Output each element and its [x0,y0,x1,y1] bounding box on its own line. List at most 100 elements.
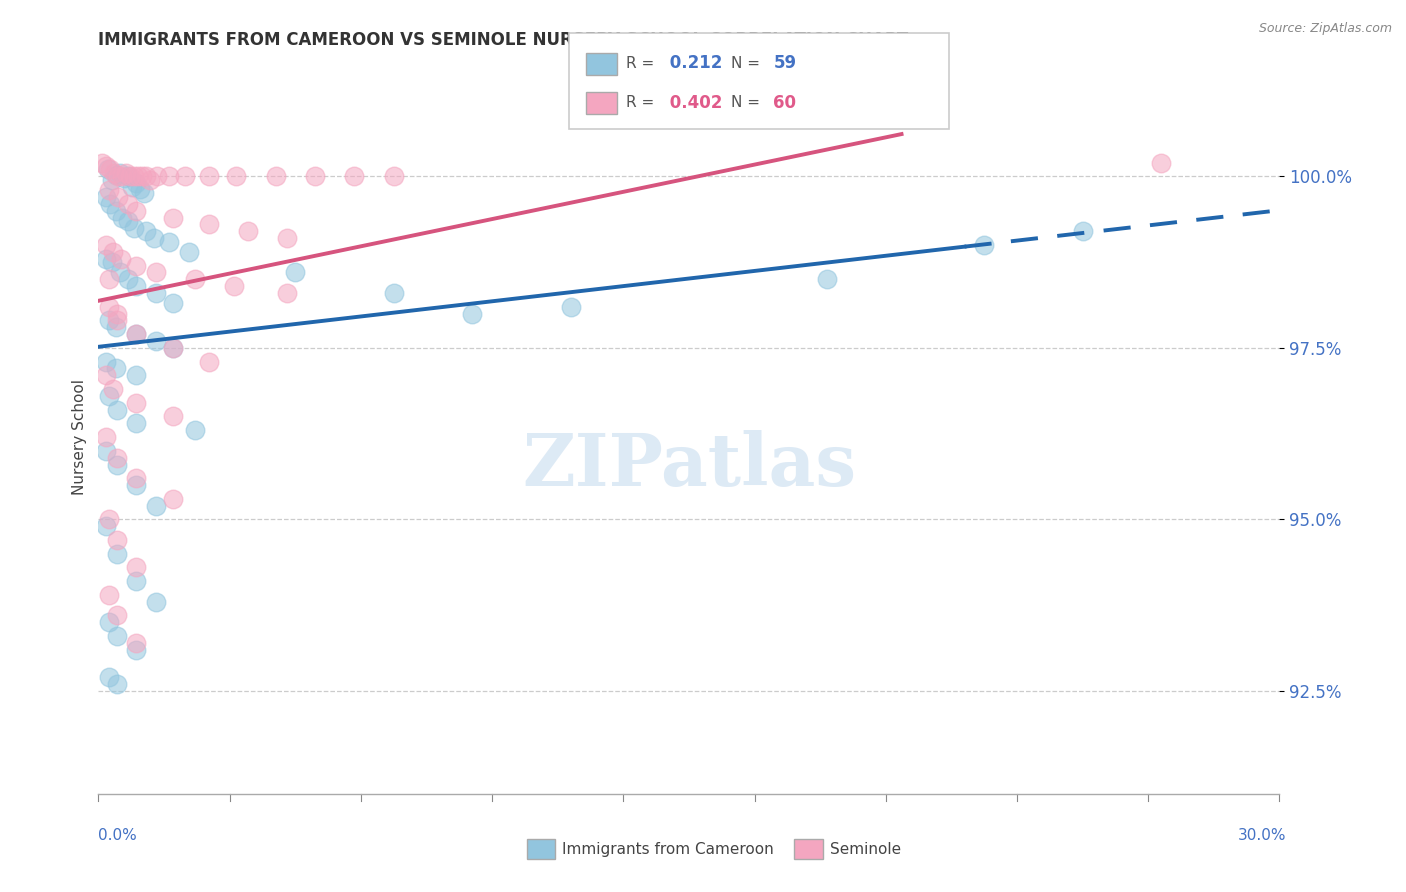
Point [184,423,207,437]
Point [98,162,121,177]
Point [125,327,148,342]
Point [105,313,128,327]
Text: N =: N = [731,56,765,70]
Point [131,169,153,184]
Point [98,389,121,403]
Point [224,279,246,293]
Point [174,169,197,184]
Point [184,272,207,286]
Point [125,396,148,410]
Point [145,595,167,609]
Point [97,162,120,177]
Point [105,361,128,376]
Text: R =: R = [626,95,659,110]
Point [157,169,180,184]
Text: 59: 59 [773,54,796,72]
Point [94,519,117,533]
Point [103,244,125,259]
Text: N =: N = [731,95,765,110]
Point [98,196,121,211]
Point [125,642,148,657]
Point [117,169,139,184]
Point [111,211,134,225]
Point [1150,155,1173,169]
Point [96,159,118,173]
Point [111,169,134,184]
Point [96,190,118,204]
Point [98,512,121,526]
Point [122,169,145,184]
Point [276,231,298,245]
Point [108,166,131,180]
Point [122,220,145,235]
Text: Source: ZipAtlas.com: Source: ZipAtlas.com [1258,22,1392,36]
Point [284,265,307,279]
Point [135,169,157,184]
Point [125,368,148,383]
Point [1071,224,1094,238]
Point [105,547,128,561]
Text: Seminole: Seminole [830,842,901,856]
Point [105,458,128,472]
Point [94,368,117,383]
Point [94,354,117,368]
Point [125,478,148,492]
Point [225,169,247,184]
Text: IMMIGRANTS FROM CAMEROON VS SEMINOLE NURSERY SCHOOL CORRELATION CHART: IMMIGRANTS FROM CAMEROON VS SEMINOLE NUR… [98,31,908,49]
Point [343,169,366,184]
Text: Immigrants from Cameroon: Immigrants from Cameroon [562,842,775,856]
Point [125,327,148,342]
Point [135,224,157,238]
Point [304,169,326,184]
Point [157,235,180,249]
Point [162,211,184,225]
Point [177,244,200,259]
Point [145,499,167,513]
Point [382,285,405,300]
Point [125,176,148,190]
Point [117,196,139,211]
Point [91,155,114,169]
Text: R =: R = [626,56,659,70]
Point [98,272,121,286]
Point [98,588,121,602]
Point [98,670,121,684]
Point [98,300,121,314]
Point [117,272,139,286]
Point [973,238,995,252]
Point [105,168,128,182]
Point [121,179,143,194]
Point [197,218,219,232]
Y-axis label: Nursery School: Nursery School [72,379,87,495]
Point [264,169,287,184]
Text: ZIPatlas: ZIPatlas [522,430,856,501]
Point [98,183,121,197]
Point [146,169,169,184]
Point [145,265,167,279]
Point [197,354,219,368]
Point [110,252,132,266]
Point [101,173,124,187]
Point [560,300,582,314]
Point [125,279,148,293]
Point [105,203,128,218]
Point [145,334,167,348]
Point [142,231,165,245]
Point [236,224,259,238]
Point [112,170,135,185]
Point [105,307,128,321]
Point [162,341,184,355]
Point [107,169,129,184]
Point [98,615,121,630]
Point [105,320,128,334]
Point [105,450,128,465]
Point [197,169,219,184]
Point [115,166,138,180]
Text: 0.0%: 0.0% [98,829,138,843]
Point [105,402,128,417]
Point [145,285,167,300]
Point [125,574,148,589]
Point [101,255,124,269]
Point [108,265,131,279]
Point [103,382,125,396]
